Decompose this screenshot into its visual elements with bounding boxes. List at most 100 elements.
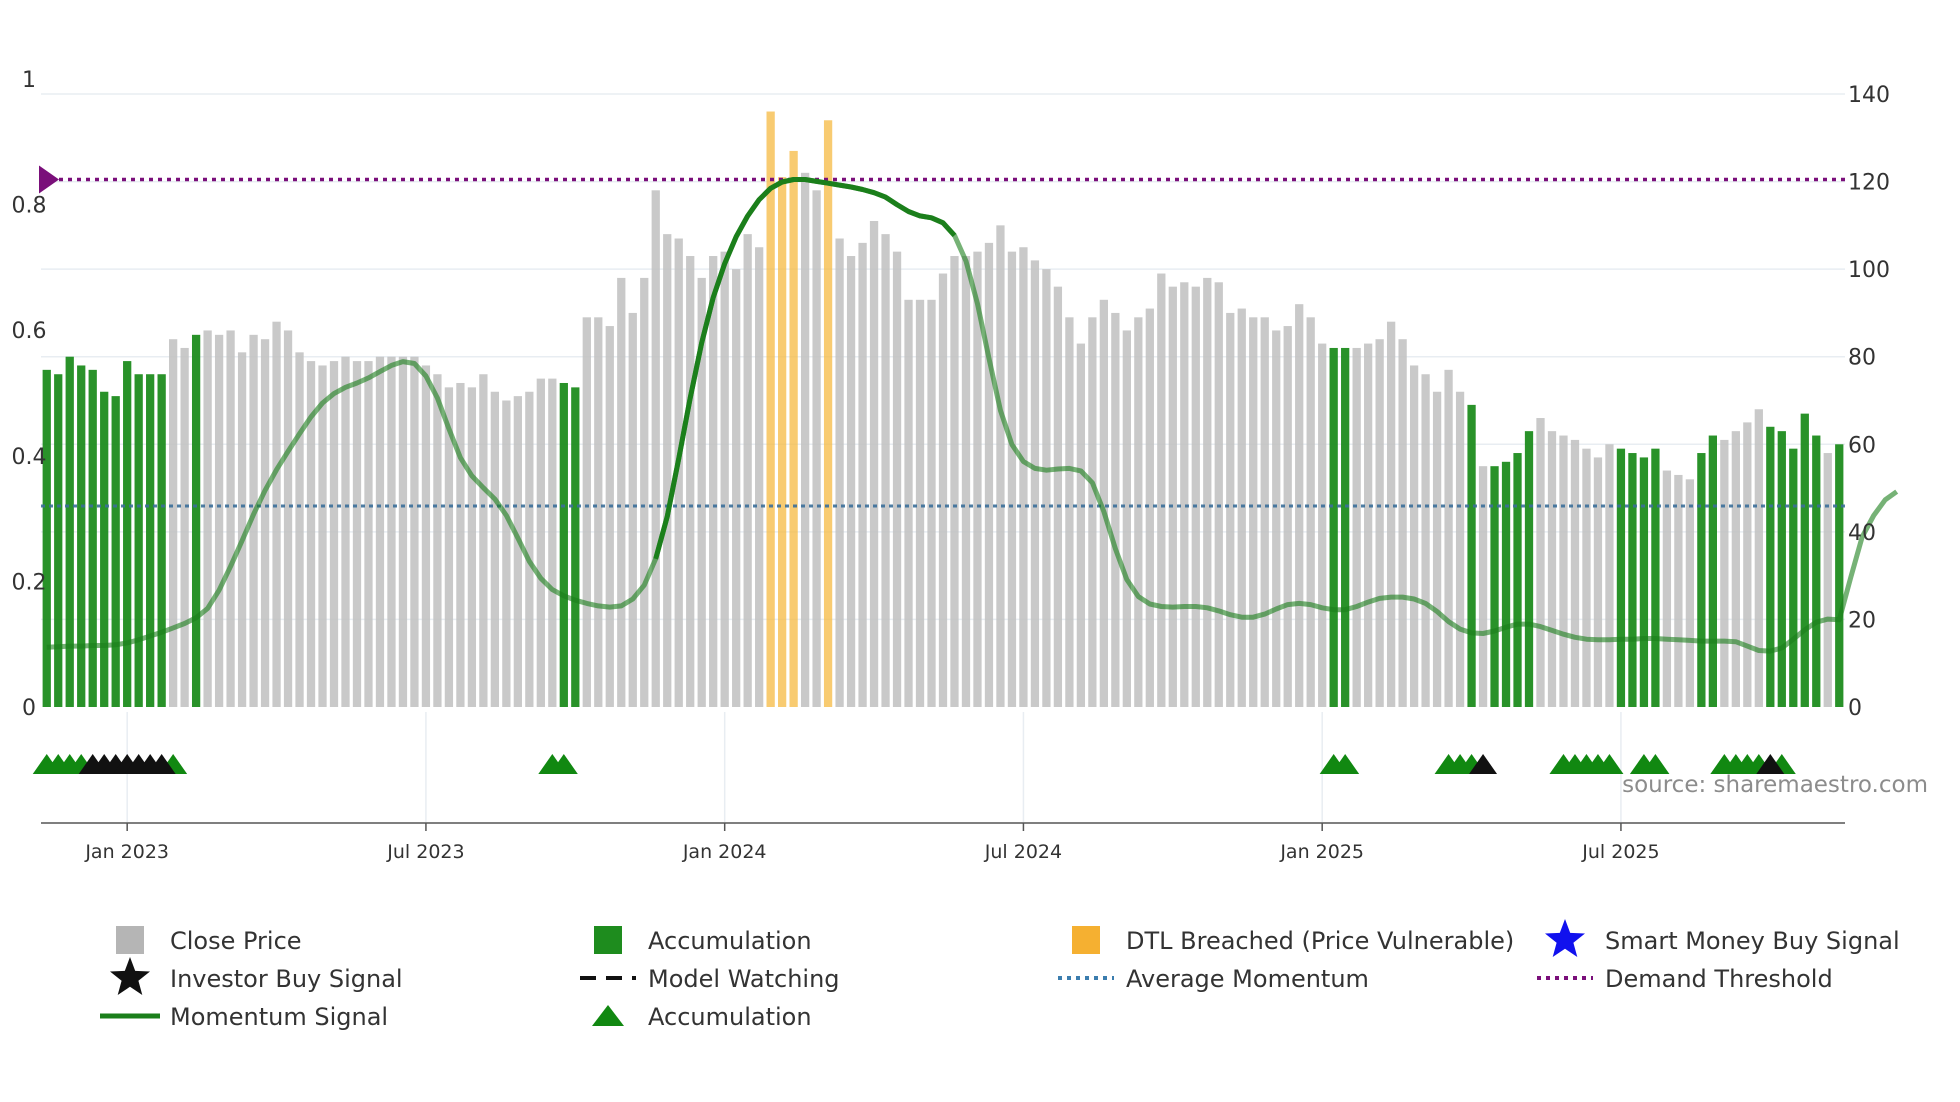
close-price-bar (881, 234, 890, 707)
close-price-bar (513, 396, 522, 707)
close-price-bar (582, 317, 591, 707)
close-price-bar (410, 356, 419, 707)
close-price-bar (1065, 317, 1074, 707)
close-price-bar (341, 356, 350, 707)
accumulation-marker (549, 754, 578, 774)
left-tick-label: 0.6 (12, 319, 47, 344)
legend-label: Investor Buy Signal (170, 965, 403, 993)
date-tick-label: Jul 2025 (1581, 841, 1659, 863)
close-price-bar (1237, 308, 1246, 707)
close-price-bar (927, 299, 936, 707)
close-price-bar (1306, 317, 1315, 707)
accumulation-bar (1766, 426, 1775, 707)
close-price-bar (1605, 444, 1614, 707)
legend-item: Demand Threshold (1537, 965, 1833, 993)
close-price-bar (502, 400, 511, 707)
dtl-breached-bar (789, 150, 798, 707)
accumulation-bar (134, 374, 143, 707)
close-price-bar (846, 256, 856, 707)
close-price-bar (456, 382, 465, 707)
accumulation-bar (1329, 347, 1338, 707)
left-tick-label: 0.8 (12, 194, 47, 219)
investor-buy-marker (147, 754, 176, 774)
close-price-bar (272, 321, 281, 707)
dtl-breached-bar (823, 120, 833, 708)
close-price-bar (663, 234, 672, 707)
left-tick-label: 0 (22, 696, 36, 721)
close-price-bar (226, 330, 235, 707)
close-price-bar (387, 356, 396, 707)
accumulation-bar (157, 374, 166, 707)
close-price-bar (617, 277, 626, 707)
close-price-bar (1743, 422, 1752, 707)
left-tick-label: 1 (22, 68, 36, 93)
close-price-bar (364, 361, 373, 707)
legend-item: Smart Money Buy Signal (1545, 919, 1900, 957)
accumulation-bar (123, 361, 132, 707)
close-price-bar (892, 251, 902, 707)
close-price-bar (295, 352, 304, 707)
close-price-bar (950, 256, 959, 707)
close-price-bar (835, 238, 844, 707)
close-price-bar (1157, 273, 1166, 707)
close-price-bar (283, 330, 293, 707)
close-price-bar (1570, 439, 1580, 707)
legend-item: Average Momentum (1058, 965, 1369, 993)
close-price-bar (1019, 247, 1028, 707)
close-price-bar (1731, 431, 1740, 707)
accumulation-bar (1651, 448, 1660, 707)
close-price-bar (1720, 439, 1729, 707)
close-price-bar (1145, 308, 1154, 707)
source-label: source: sharemaestro.com (1622, 772, 1928, 798)
close-price-bar (1099, 299, 1109, 707)
accumulation-bar (1789, 448, 1798, 707)
close-price-bar (720, 251, 729, 707)
accumulation-bar (1639, 457, 1649, 707)
accumulation-bar (1708, 435, 1717, 707)
legend-item: DTL Breached (Price Vulnerable) (1072, 926, 1514, 955)
legend-item: Momentum Signal (100, 1003, 388, 1031)
left-tick-label: 0.4 (12, 445, 47, 470)
legend-star-icon (110, 957, 150, 995)
close-price-bar (858, 242, 867, 707)
legend-label: Close Price (170, 927, 302, 955)
close-price-bar (398, 356, 408, 707)
close-price-bar (869, 220, 879, 707)
right-tick-label: 60 (1848, 433, 1876, 458)
close-price-bar (1398, 339, 1407, 707)
close-price-bar (732, 269, 741, 707)
close-price-bar (1685, 479, 1695, 707)
close-price-bar (1352, 347, 1361, 707)
close-price-bar (697, 277, 706, 707)
close-price-bar (1559, 435, 1568, 707)
accumulation-marker (1331, 754, 1360, 774)
close-price-bar (1364, 343, 1373, 707)
legend-item: Investor Buy Signal (110, 957, 403, 995)
close-price-bar (490, 391, 500, 707)
legend-label: Average Momentum (1126, 965, 1369, 993)
right-tick-label: 120 (1848, 171, 1890, 196)
close-price-bar (1478, 466, 1488, 707)
close-price-bar (1111, 312, 1120, 707)
legend-label: DTL Breached (Price Vulnerable) (1126, 927, 1514, 955)
right-tick-label: 0 (1848, 696, 1862, 721)
close-price-bar (755, 247, 764, 707)
close-price-bar (1547, 431, 1557, 707)
dtl-breached-bar (766, 111, 775, 707)
close-price-bar (444, 387, 454, 707)
legend-item: Close Price (116, 926, 302, 955)
close-price-bar (1662, 470, 1672, 707)
close-price-bar (686, 256, 695, 707)
close-price-bar (640, 277, 649, 707)
close-price-bar (904, 299, 913, 707)
close-price-bar (1260, 317, 1269, 707)
momentum-layer (46, 177, 1899, 654)
close-price-bar (709, 256, 718, 707)
close-price-bar (1249, 317, 1258, 707)
close-price-bar (812, 190, 821, 708)
legend-star-icon (1545, 919, 1585, 957)
close-price-bar (352, 361, 362, 707)
close-price-bar (1053, 286, 1063, 707)
legend-swatch (116, 926, 144, 954)
accumulation-marker (1641, 754, 1670, 774)
